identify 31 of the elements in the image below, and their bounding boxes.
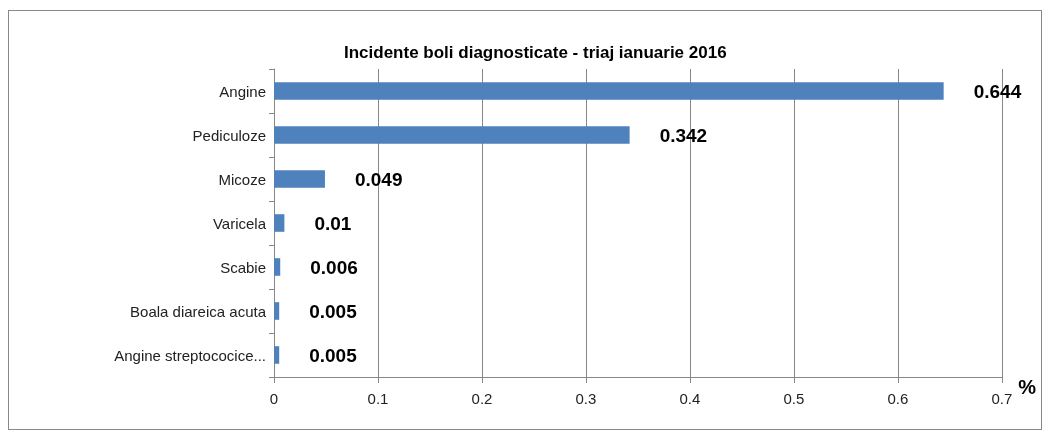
bar xyxy=(274,170,325,188)
x-tick-label: 0.3 xyxy=(575,390,597,407)
data-label: 0.005 xyxy=(309,300,358,322)
y-tick-label: Varicela xyxy=(212,214,267,232)
data-label: 0.644 xyxy=(973,80,1022,102)
data-label: 0.006 xyxy=(310,256,358,278)
data-label: 0.342 xyxy=(659,124,708,146)
x-tick-label: 0 xyxy=(269,390,279,407)
x-tick-label: 0.7 xyxy=(991,390,1013,407)
data-label: 0.049 xyxy=(354,168,403,190)
x-axis-title: % xyxy=(1018,376,1037,398)
x-tick-label: 0.6 xyxy=(887,390,909,407)
data-label: 0.005 xyxy=(309,344,358,366)
bar xyxy=(274,302,280,320)
bar xyxy=(274,258,281,276)
x-tick-label: 0.5 xyxy=(783,390,805,407)
bar xyxy=(274,346,280,364)
x-tick-label: 0.1 xyxy=(367,390,389,407)
y-tick-label: Scabie xyxy=(220,258,266,276)
y-tick-label: Angine streptococice... xyxy=(114,346,266,364)
data-label: 0.01 xyxy=(314,212,352,234)
y-tick-label: Micoze xyxy=(218,170,266,188)
y-tick-label: Pediculoze xyxy=(192,126,266,144)
x-tick-label: 0.4 xyxy=(679,390,701,407)
bar xyxy=(274,214,285,232)
bar xyxy=(274,126,630,144)
y-tick-label: Boala diareica acuta xyxy=(130,302,267,320)
bar xyxy=(274,82,944,100)
chart-title: Incidente boli diagnosticate - triaj ianuarie 2016 xyxy=(344,43,727,62)
x-tick-label: 0.2 xyxy=(471,390,493,407)
y-tick-label: Angine xyxy=(219,82,266,100)
